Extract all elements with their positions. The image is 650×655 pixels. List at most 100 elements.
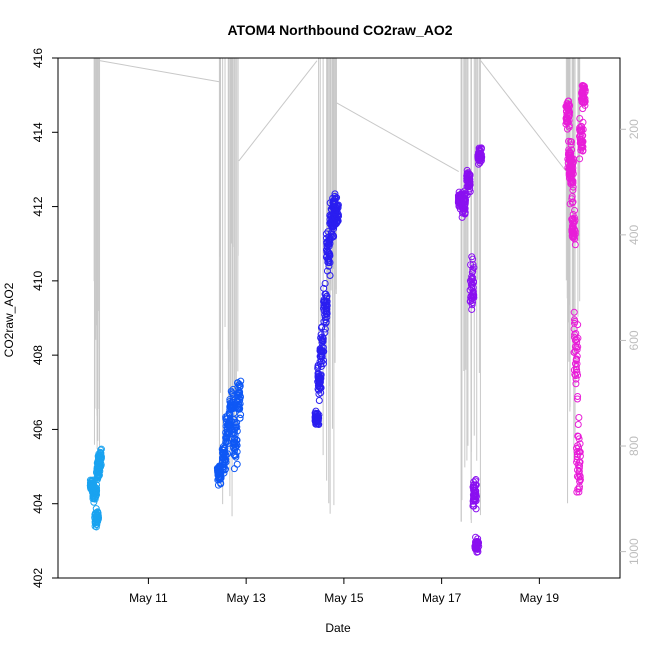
data-point	[231, 431, 239, 439]
data-point	[579, 126, 587, 134]
data-point	[221, 456, 229, 464]
data-point	[326, 272, 334, 280]
y-tick-label: 412	[31, 196, 45, 216]
plot-frame	[57, 57, 621, 579]
altitude-transit-line	[336, 102, 459, 172]
data-point	[235, 403, 243, 411]
data-point	[573, 395, 581, 403]
data-point	[94, 517, 102, 525]
data-point	[573, 360, 581, 368]
data-point	[92, 485, 100, 493]
data-point	[574, 421, 582, 429]
data-point	[568, 199, 576, 207]
data-point	[579, 147, 587, 155]
y-tick-label: 402	[31, 568, 45, 588]
data-point	[233, 398, 241, 406]
data-point	[473, 541, 481, 549]
data-point	[570, 218, 578, 226]
data-point	[317, 324, 325, 332]
data-point	[570, 233, 578, 241]
data-point	[472, 505, 480, 513]
data-point	[97, 460, 105, 468]
data-point	[570, 316, 578, 324]
data-point	[321, 290, 329, 298]
data-point	[321, 325, 329, 333]
data-point	[474, 537, 482, 545]
data-point	[469, 265, 477, 273]
y2-tick-label: 1000	[627, 538, 641, 565]
data-point	[230, 409, 238, 417]
data-point	[574, 485, 582, 493]
data-point	[468, 284, 476, 292]
data-point	[568, 225, 576, 233]
data-point	[236, 414, 244, 422]
data-point	[467, 261, 475, 269]
x-tick-label: May 15	[324, 591, 364, 605]
data-point	[320, 298, 328, 306]
data-point	[321, 297, 329, 305]
data-point	[226, 397, 234, 405]
data-point	[224, 450, 232, 458]
data-point	[574, 461, 582, 469]
data-point	[574, 433, 582, 441]
data-point	[314, 409, 322, 417]
data-point	[468, 301, 476, 309]
data-point	[580, 98, 588, 106]
data-point	[563, 101, 571, 109]
data-point	[570, 206, 578, 214]
data-point	[568, 164, 576, 172]
data-point	[226, 406, 234, 414]
data-point	[572, 380, 580, 388]
data-point	[576, 127, 584, 135]
data-point	[580, 85, 588, 93]
data-point	[231, 444, 239, 452]
data-point	[469, 261, 477, 269]
data-point	[316, 383, 324, 391]
data-point	[220, 469, 228, 477]
y2-tick-label: 600	[627, 330, 641, 350]
data-point	[460, 193, 468, 201]
data-point	[475, 153, 483, 161]
y-tick-label: 416	[31, 48, 45, 68]
data-point	[318, 335, 326, 343]
data-point	[217, 479, 225, 487]
data-point	[317, 357, 325, 365]
data-point	[470, 490, 478, 498]
data-point	[465, 175, 473, 183]
data-point	[230, 440, 238, 448]
data-point	[230, 451, 238, 459]
data-point	[573, 448, 581, 456]
data-point	[578, 87, 586, 95]
y-tick-label: 414	[31, 122, 45, 142]
data-point	[562, 120, 570, 128]
data-point	[574, 321, 582, 329]
data-point	[573, 488, 581, 496]
data-point	[575, 444, 583, 452]
data-point	[572, 355, 580, 363]
data-point	[320, 301, 328, 309]
y2-tick-label: 800	[627, 436, 641, 456]
data-point	[236, 380, 244, 388]
data-point	[468, 269, 476, 277]
data-point	[314, 376, 322, 384]
data-point	[571, 241, 579, 249]
data-point	[567, 149, 575, 157]
data-point	[572, 375, 580, 383]
data-point	[578, 137, 586, 145]
altitude-transit-line	[99, 60, 220, 83]
data-point	[576, 473, 584, 481]
scatter-points	[86, 81, 589, 556]
data-point	[92, 493, 100, 501]
data-point	[321, 279, 329, 287]
axes: May 11 May 13 May 15 May 17 May 19 402 404 406 4…	[31, 48, 641, 605]
data-point	[97, 453, 105, 461]
data-point	[94, 509, 102, 517]
data-point	[314, 369, 322, 377]
x-axis-label: Date	[325, 621, 351, 635]
y-tick-label: 408	[31, 345, 45, 365]
data-point	[460, 206, 468, 214]
y-tick-label: 404	[31, 493, 45, 513]
data-point	[312, 420, 320, 428]
data-point	[326, 259, 334, 267]
